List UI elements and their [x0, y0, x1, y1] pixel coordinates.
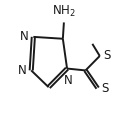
Text: N: N [64, 74, 72, 87]
Text: NH$_2$: NH$_2$ [52, 4, 76, 19]
Text: N: N [18, 64, 27, 77]
Text: S: S [103, 49, 110, 62]
Text: N: N [20, 30, 29, 43]
Text: S: S [101, 82, 108, 95]
